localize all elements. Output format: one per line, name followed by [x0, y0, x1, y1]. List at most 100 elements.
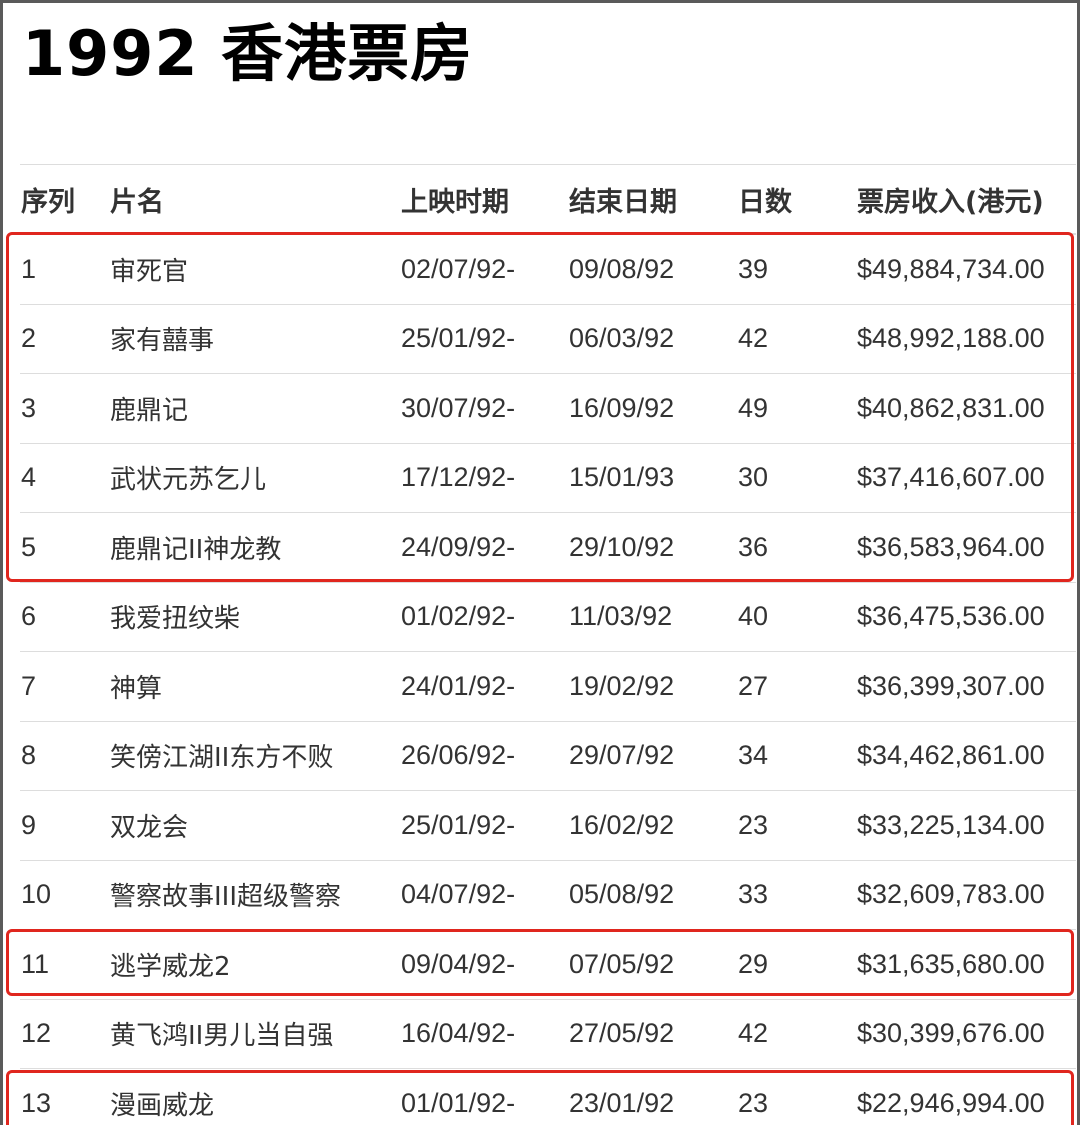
table-row: 4 武状元苏乞儿 17/12/92- 15/01/93 30 $37,416,607.00 — [20, 443, 1076, 513]
cell-title: 警察故事III超级警察 — [109, 860, 400, 930]
cell-rank: 9 — [20, 790, 109, 861]
cell-revenue: $48,992,188.00 — [856, 304, 1076, 374]
table-row: 2 家有囍事 25/01/92- 06/03/92 42 $48,992,188.00 — [20, 304, 1076, 374]
cell-release-date: 04/07/92- — [400, 860, 568, 930]
cell-release-date: 24/09/92- — [400, 512, 568, 583]
header-release-date: 上映时期 — [400, 164, 568, 235]
header-rank: 序列 — [20, 164, 109, 235]
cell-title: 神算 — [109, 651, 400, 722]
cell-end-date: 15/01/93 — [568, 443, 737, 513]
cell-revenue: $49,884,734.00 — [856, 234, 1076, 305]
table-row: 10 警察故事III超级警察 04/07/92- 05/08/92 33 $32,609,… — [20, 860, 1076, 930]
cell-days: 40 — [737, 582, 856, 652]
cell-end-date: 29/10/92 — [568, 512, 737, 583]
cell-title: 黄飞鸿II男儿当自强 — [109, 999, 400, 1069]
cell-rank: 5 — [20, 512, 109, 583]
cell-days: 39 — [737, 234, 856, 305]
cell-rank: 4 — [20, 443, 109, 513]
cell-end-date: 27/05/92 — [568, 999, 737, 1069]
cell-revenue: $36,583,964.00 — [856, 512, 1076, 583]
cell-release-date: 24/01/92- — [400, 651, 568, 722]
cell-days: 49 — [737, 373, 856, 444]
page-title: 1992 香港票房 — [22, 17, 474, 90]
cell-end-date: 16/09/92 — [568, 373, 737, 444]
cell-days: 23 — [737, 1068, 856, 1125]
cell-revenue: $32,609,783.00 — [856, 860, 1076, 930]
cell-days: 36 — [737, 512, 856, 583]
cell-rank: 8 — [20, 721, 109, 791]
cell-rank: 11 — [20, 929, 109, 1000]
cell-revenue: $34,462,861.00 — [856, 721, 1076, 791]
cell-title: 家有囍事 — [109, 304, 400, 374]
table-row: 1 审死官 02/07/92- 09/08/92 39 $49,884,734.00 — [20, 234, 1076, 305]
cell-title: 审死官 — [109, 234, 400, 305]
table-row: 8 笑傍江湖II东方不败 26/06/92- 29/07/92 34 $34,462,86… — [20, 721, 1076, 791]
cell-release-date: 02/07/92- — [400, 234, 568, 305]
cell-rank: 13 — [20, 1068, 109, 1125]
cell-revenue: $37,416,607.00 — [856, 443, 1076, 513]
cell-release-date: 17/12/92- — [400, 443, 568, 513]
cell-release-date: 25/01/92- — [400, 790, 568, 861]
cell-end-date: 07/05/92 — [568, 929, 737, 1000]
cell-title: 武状元苏乞儿 — [109, 443, 400, 513]
table-row: 11 逃学威龙2 09/04/92- 07/05/92 29 $31,635,680.00 — [20, 929, 1076, 1000]
cell-title: 逃学威龙2 — [109, 929, 400, 1000]
table-row: 3 鹿鼎记 30/07/92- 16/09/92 49 $40,862,831.00 — [20, 373, 1076, 444]
cell-end-date: 09/08/92 — [568, 234, 737, 305]
cell-title: 笑傍江湖II东方不败 — [109, 721, 400, 791]
header-end-date: 结束日期 — [568, 164, 737, 235]
cell-days: 42 — [737, 304, 856, 374]
cell-end-date: 29/07/92 — [568, 721, 737, 791]
cell-days: 29 — [737, 929, 856, 1000]
cell-rank: 2 — [20, 304, 109, 374]
header-revenue: 票房收入(港元) — [856, 164, 1076, 235]
table-row: 13 漫画威龙 01/01/92- 23/01/92 23 $22,946,994.00 — [20, 1068, 1076, 1125]
table-row: 5 鹿鼎记II神龙教 24/09/92- 29/10/92 36 $36,583,964.… — [20, 512, 1076, 583]
cell-release-date: 01/01/92- — [400, 1068, 568, 1125]
cell-release-date: 09/04/92- — [400, 929, 568, 1000]
cell-revenue: $33,225,134.00 — [856, 790, 1076, 861]
cell-rank: 6 — [20, 582, 109, 652]
cell-rank: 3 — [20, 373, 109, 444]
table-row: 6 我爱扭纹柴 01/02/92- 11/03/92 40 $36,475,536.00 — [20, 582, 1076, 652]
cell-revenue: $31,635,680.00 — [856, 929, 1076, 1000]
cell-revenue: $36,475,536.00 — [856, 582, 1076, 652]
cell-title: 鹿鼎记II神龙教 — [109, 512, 400, 583]
cell-title: 漫画威龙 — [109, 1068, 400, 1125]
cell-rank: 7 — [20, 651, 109, 722]
table-row: 9 双龙会 25/01/92- 16/02/92 23 $33,225,134.00 — [20, 790, 1076, 861]
cell-title: 我爱扭纹柴 — [109, 582, 400, 652]
cell-revenue: $22,946,994.00 — [856, 1068, 1076, 1125]
cell-end-date: 05/08/92 — [568, 860, 737, 930]
table-body: 1 审死官 02/07/92- 09/08/92 39 $49,884,734.00 2 家有… — [20, 234, 1076, 1125]
cell-days: 27 — [737, 651, 856, 722]
cell-title: 双龙会 — [109, 790, 400, 861]
cell-release-date: 16/04/92- — [400, 999, 568, 1069]
cell-release-date: 30/07/92- — [400, 373, 568, 444]
header-days: 日数 — [737, 164, 856, 235]
cell-revenue: $30,399,676.00 — [856, 999, 1076, 1069]
cell-days: 30 — [737, 443, 856, 513]
cell-revenue: $36,399,307.00 — [856, 651, 1076, 722]
cell-end-date: 23/01/92 — [568, 1068, 737, 1125]
cell-rank: 12 — [20, 999, 109, 1069]
table-row: 7 神算 24/01/92- 19/02/92 27 $36,399,307.00 — [20, 651, 1076, 722]
cell-end-date: 06/03/92 — [568, 304, 737, 374]
cell-title: 鹿鼎记 — [109, 373, 400, 444]
cell-end-date: 11/03/92 — [568, 582, 737, 652]
cell-rank: 1 — [20, 234, 109, 305]
cell-release-date: 01/02/92- — [400, 582, 568, 652]
cell-days: 23 — [737, 790, 856, 861]
header-title: 片名 — [109, 164, 400, 235]
table-row: 12 黄飞鸿II男儿当自强 16/04/92- 27/05/92 42 $30,399,6… — [20, 999, 1076, 1069]
cell-days: 33 — [737, 860, 856, 930]
cell-revenue: $40,862,831.00 — [856, 373, 1076, 444]
cell-days: 42 — [737, 999, 856, 1069]
cell-rank: 10 — [20, 860, 109, 930]
cell-days: 34 — [737, 721, 856, 791]
cell-release-date: 26/06/92- — [400, 721, 568, 791]
box-office-table-wrap: 序列 片名 上映时期 结束日期 日数 票房收入(港元) 1 审死官 02/07/92… — [20, 164, 1076, 1125]
cell-release-date: 25/01/92- — [400, 304, 568, 374]
box-office-table: 序列 片名 上映时期 结束日期 日数 票房收入(港元) 1 审死官 02/07/92… — [20, 164, 1076, 1125]
